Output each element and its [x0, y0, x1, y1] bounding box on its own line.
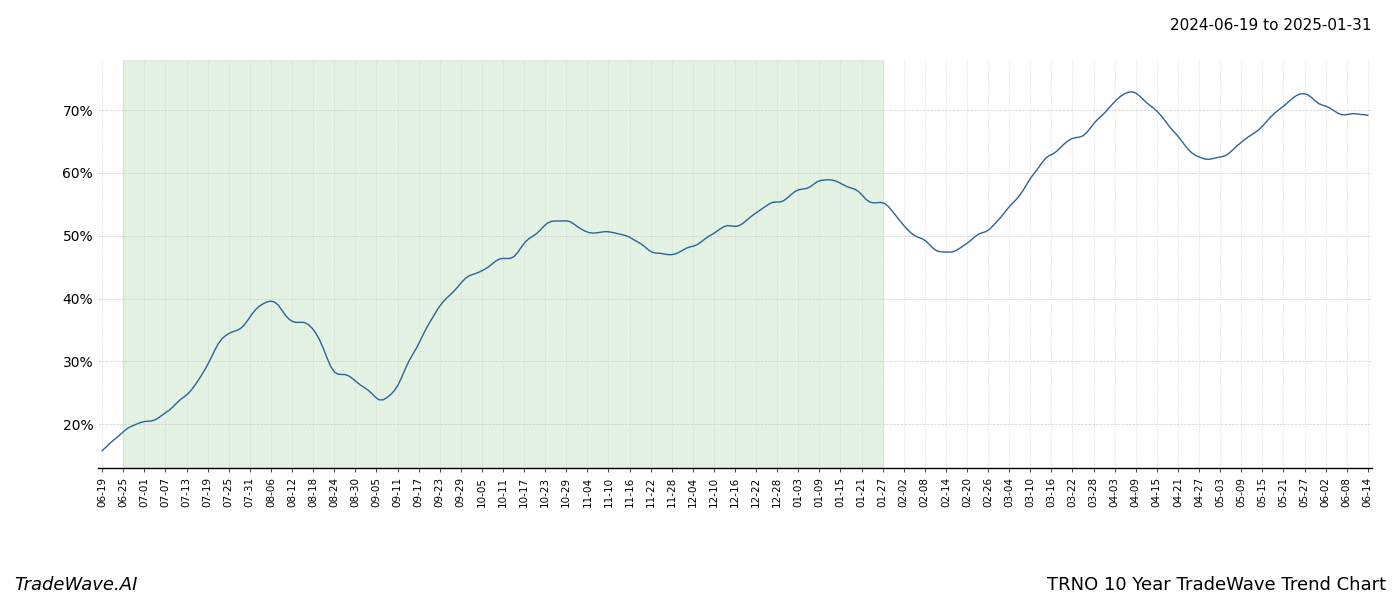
Bar	[123, 60, 882, 468]
Text: 2024-06-19 to 2025-01-31: 2024-06-19 to 2025-01-31	[1170, 18, 1372, 33]
Text: TRNO 10 Year TradeWave Trend Chart: TRNO 10 Year TradeWave Trend Chart	[1047, 576, 1386, 594]
Text: TradeWave.AI: TradeWave.AI	[14, 576, 137, 594]
